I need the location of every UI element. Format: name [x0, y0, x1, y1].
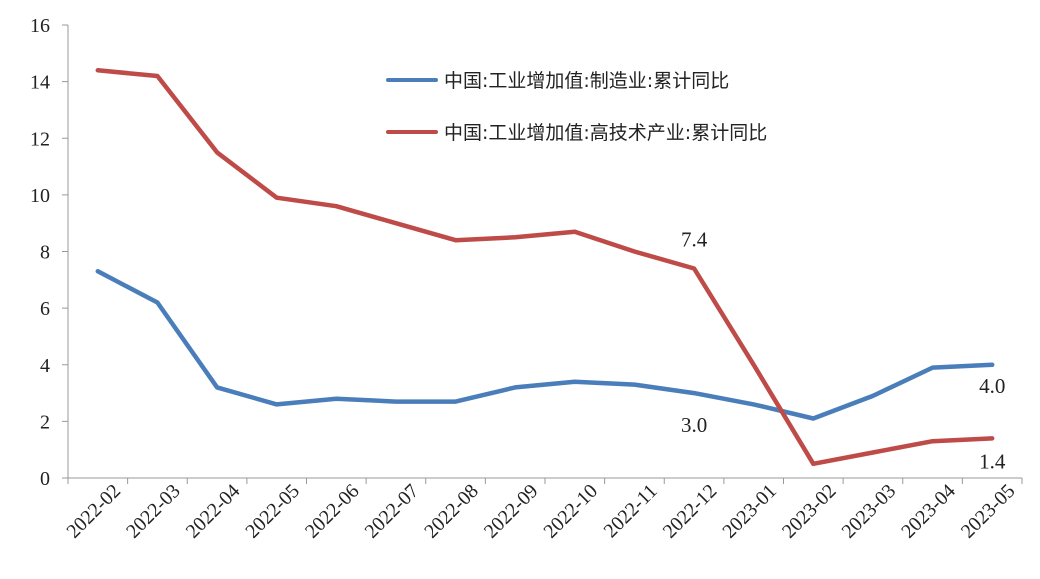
- series-line-hightech: [95, 68, 995, 467]
- y-tick-label: 0: [40, 468, 50, 490]
- data-label: 3.0: [681, 413, 707, 437]
- x-tick-label: 2022-05: [241, 480, 304, 543]
- x-tick-label: 2022-04: [182, 480, 245, 543]
- series-lines: [95, 68, 995, 467]
- x-tick-label: 2022-03: [122, 480, 185, 543]
- y-tick-label: 10: [30, 185, 50, 207]
- x-tick-label: 2022-11: [600, 480, 662, 542]
- data-labels: 7.4 3.0 4.0 1.4: [681, 227, 1006, 473]
- x-tick-label: 2023-02: [778, 480, 841, 543]
- x-tick-label: 2022-02: [62, 480, 125, 543]
- x-tick-label: 2023-05: [957, 480, 1020, 543]
- x-tick-label: 2022-06: [301, 480, 364, 543]
- y-tick-label: 8: [40, 242, 50, 264]
- x-tick-label: 2022-12: [659, 480, 722, 543]
- x-tick-label: 2023-03: [838, 480, 901, 543]
- x-axis-ticks: 2022-022022-032022-042022-052022-062022-…: [62, 478, 1023, 543]
- y-tick-label: 4: [40, 355, 50, 377]
- x-tick-label: 2022-07: [361, 480, 424, 543]
- legend: 中国:工业增加值:制造业:累计同比 中国:工业增加值:高技术产业:累计同比: [386, 70, 767, 144]
- series-line-manufacturing: [95, 269, 995, 421]
- legend-label-hightech: 中国:工业增加值:高技术产业:累计同比: [444, 122, 767, 144]
- axes: [67, 25, 1022, 479]
- x-tick-label: 2023-04: [897, 480, 960, 543]
- x-tick-label: 2022-09: [480, 480, 543, 543]
- y-tick-label: 12: [30, 128, 50, 150]
- x-tick-label: 2022-08: [420, 480, 483, 543]
- x-tick-label: 2022-10: [539, 480, 602, 543]
- data-label: 7.4: [681, 227, 708, 251]
- y-tick-label: 16: [30, 15, 50, 37]
- y-tick-label: 2: [40, 411, 50, 433]
- legend-label-manufacturing: 中国:工业增加值:制造业:累计同比: [444, 70, 729, 92]
- y-tick-label: 14: [30, 72, 50, 94]
- data-label: 1.4: [979, 449, 1006, 473]
- y-tick-label: 6: [40, 298, 50, 320]
- data-label: 4.0: [979, 374, 1005, 398]
- y-axis-ticks: 0 2 4 6 8 10 12 14 16: [30, 15, 68, 490]
- x-tick-label: 2023-01: [718, 480, 781, 543]
